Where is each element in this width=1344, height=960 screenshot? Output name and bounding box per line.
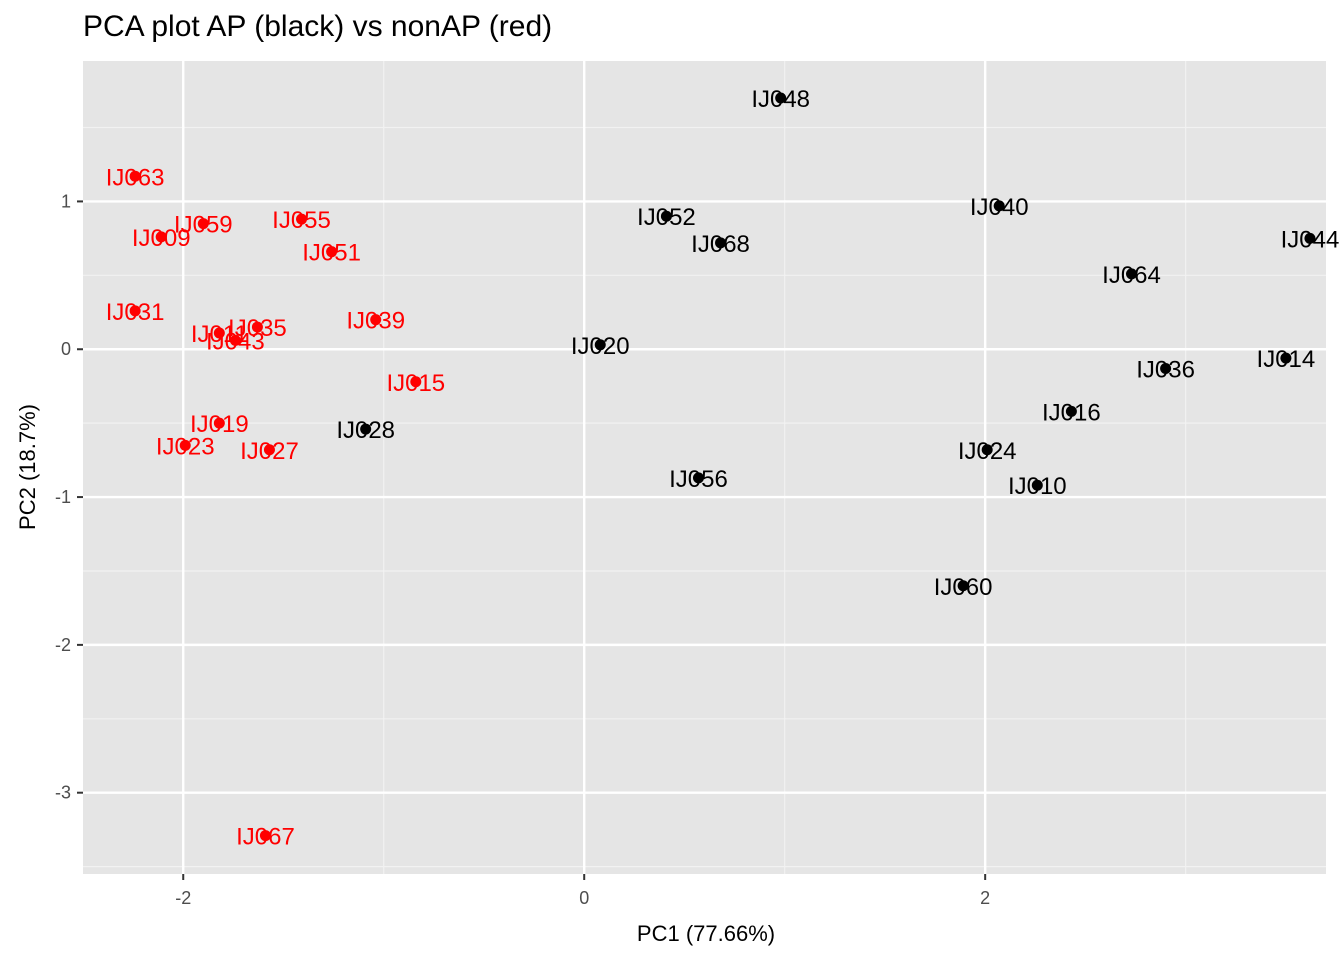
data-point (1031, 479, 1043, 491)
point-label: IJ020 (571, 333, 630, 360)
point-label: IJ044 (1281, 226, 1340, 253)
point-label: IJ059 (174, 212, 233, 239)
x-axis-ticks: -2 0 2 (175, 874, 990, 908)
data-point (360, 423, 372, 435)
point-label: IJ027 (240, 438, 299, 465)
data-point (715, 237, 727, 249)
data-point (775, 92, 787, 104)
point-label: IJ040 (970, 194, 1029, 221)
point-label: IJ039 (346, 308, 405, 335)
point-label: IJ063 (106, 164, 165, 191)
point-label: IJ035 (228, 315, 287, 342)
data-point (410, 376, 422, 388)
point-label: IJ028 (336, 417, 395, 444)
data-point (957, 580, 969, 592)
data-point (213, 417, 225, 429)
point-label: IJ036 (1136, 356, 1195, 383)
data-point (594, 339, 606, 351)
point-label: IJ043 (206, 328, 265, 355)
data-point (229, 334, 241, 346)
point-label: IJ067 (236, 824, 295, 851)
point-label: IJ011 (191, 321, 248, 348)
data-point (1304, 232, 1316, 244)
y-axis-title: PC2 (18.7%) (15, 404, 40, 530)
point-label: IJ060 (934, 574, 993, 601)
point-label: IJ023 (156, 433, 215, 460)
data-point (660, 210, 672, 222)
data-point (259, 830, 271, 842)
point-label: IJ016 (1042, 399, 1101, 426)
point-label: IJ024 (958, 438, 1017, 465)
point-label: IJ031 (106, 299, 165, 326)
x-axis-title: PC1 (77.66%) (637, 921, 775, 946)
y-tick-label: 1 (61, 191, 71, 211)
plot-panel (83, 61, 1326, 874)
point-label: IJ068 (691, 231, 750, 258)
point-label: IJ019 (190, 411, 249, 438)
point-label: IJ052 (637, 204, 696, 231)
data-point (197, 218, 209, 230)
data-point (155, 231, 167, 243)
point-label: IJ064 (1102, 262, 1161, 289)
minor-gridlines (83, 61, 1326, 874)
y-tick-label: -2 (55, 635, 71, 655)
major-gridlines (83, 61, 1326, 874)
point-label: IJ014 (1257, 346, 1316, 373)
data-point (981, 444, 993, 456)
point-label: IJ010 (1008, 473, 1067, 500)
data-point (370, 314, 382, 326)
data-point (296, 213, 308, 225)
data-point (692, 472, 704, 484)
y-tick-label: -1 (55, 487, 71, 507)
x-tick-label: 0 (579, 888, 589, 908)
y-tick-label: -3 (55, 783, 71, 803)
x-tick-label: -2 (175, 888, 191, 908)
data-point (1280, 352, 1292, 364)
data-point (326, 246, 338, 258)
point-label: IJ056 (669, 466, 728, 493)
data-point (263, 444, 275, 456)
data-point (213, 327, 225, 339)
data-point (1065, 405, 1077, 417)
point-label: IJ009 (132, 225, 191, 252)
point-label: IJ048 (751, 86, 810, 113)
data-points (129, 92, 1316, 842)
y-tick-label: 0 (61, 339, 71, 359)
data-point (1126, 268, 1138, 280)
data-point (129, 170, 141, 182)
data-point (251, 321, 263, 333)
x-tick-label: 2 (980, 888, 990, 908)
point-label: IJ015 (386, 370, 445, 397)
y-axis-ticks: 1 0 -1 -2 -3 (55, 191, 83, 803)
chart-title: PCA plot AP (black) vs nonAP (red) (83, 10, 553, 43)
data-point (993, 200, 1005, 212)
data-point (129, 305, 141, 317)
data-point (1160, 362, 1172, 374)
data-point (179, 439, 191, 451)
point-label: IJ055 (272, 207, 331, 234)
point-label: IJ051 (302, 240, 361, 267)
